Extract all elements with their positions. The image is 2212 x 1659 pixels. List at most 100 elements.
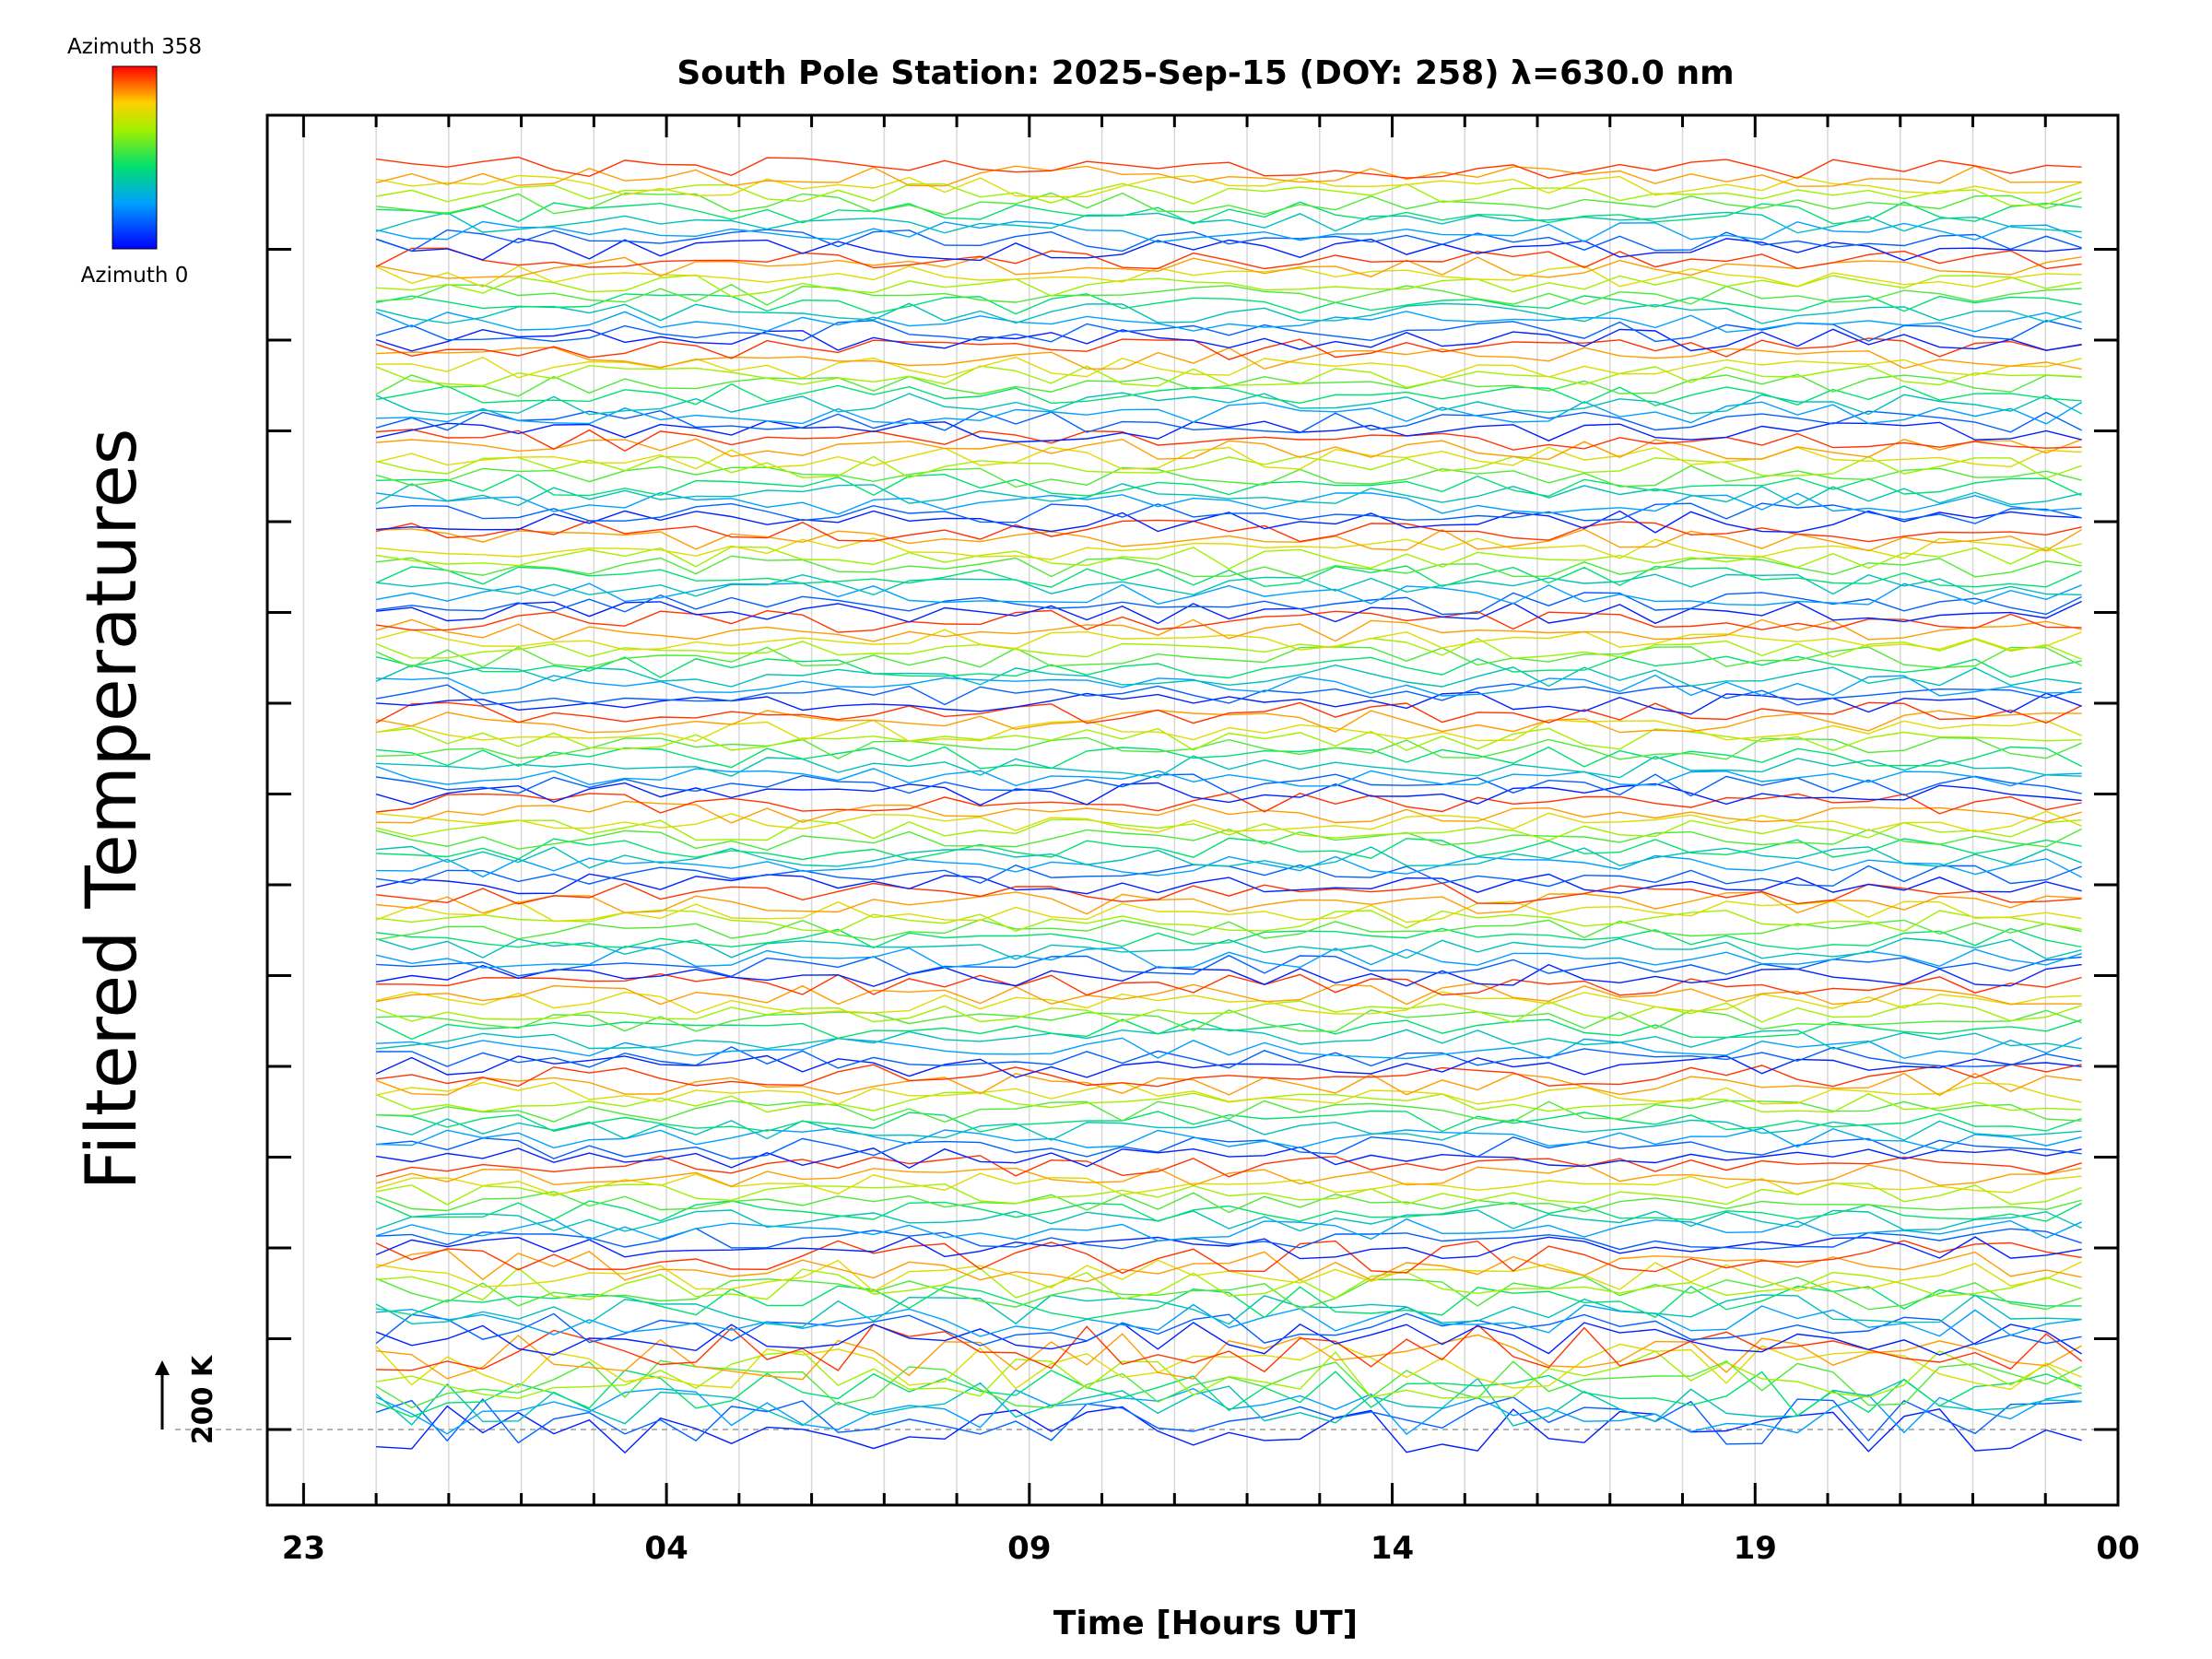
temperature-trace — [376, 356, 2082, 379]
temperature-trace — [375, 519, 2082, 543]
temperature-trace — [375, 419, 2082, 443]
temperature-trace — [375, 1312, 2082, 1347]
y-axis-label: Filtered Temperatures — [70, 429, 152, 1191]
temperature-trace — [376, 1266, 2082, 1301]
temperature-trace — [375, 1182, 2082, 1206]
temperature-trace — [375, 1018, 2082, 1041]
colorbar-gradient — [112, 65, 158, 250]
temperature-trace — [376, 1228, 2082, 1251]
x-tick-label: 19 — [1734, 1530, 1777, 1567]
temperature-trace — [376, 156, 2082, 180]
temperature-trace — [375, 565, 2082, 588]
temperature-trace — [375, 982, 2082, 1006]
temperature-trace — [375, 1218, 2082, 1242]
temperature-trace — [376, 429, 2082, 453]
x-tick-label: 04 — [644, 1530, 688, 1567]
temperature-trace — [376, 800, 2082, 824]
temperature-trace — [376, 954, 2082, 978]
temperature-trace — [375, 238, 2082, 262]
temperature-trace — [375, 328, 2082, 352]
scale-bar-label: 200 K — [187, 1354, 219, 1444]
temperature-trace — [375, 1396, 2082, 1445]
temperature-trace — [375, 455, 2082, 479]
temperature-trace — [375, 1146, 2082, 1169]
temperature-trace — [375, 664, 2082, 688]
temperature-trace — [376, 1100, 2082, 1124]
temperature-trace — [375, 1322, 2082, 1356]
temperature-trace — [376, 555, 2082, 578]
temperature-trace — [375, 991, 2082, 1015]
temperature-trace — [375, 828, 2082, 852]
temperature-trace — [376, 401, 2082, 425]
temperature-trace — [375, 465, 2082, 488]
temperature-trace — [375, 900, 2082, 924]
temperature-trace — [376, 909, 2082, 933]
colorbar-top-label: Azimuth 358 — [67, 35, 202, 59]
temperature-trace — [376, 845, 2082, 869]
temperature-trace — [375, 1276, 2082, 1311]
temperature-trace — [375, 1118, 2082, 1141]
x-tick-label: 14 — [1371, 1530, 1414, 1567]
scale-bar-arrowhead — [155, 1360, 170, 1375]
temperature-trace — [375, 1163, 2082, 1187]
temperature-trace — [376, 1046, 2082, 1069]
temperature-trace — [376, 491, 2082, 515]
temperature-trace — [375, 392, 2082, 416]
temperature-trace — [375, 782, 2082, 806]
temperature-trace — [375, 1054, 2082, 1078]
temperature-trace — [376, 864, 2082, 888]
x-tick-label: 00 — [2096, 1530, 2139, 1567]
temperature-trace — [375, 629, 2082, 651]
temperature-trace — [375, 919, 2082, 941]
temperature-trace — [375, 1200, 2082, 1222]
temperature-trace — [376, 1037, 2082, 1060]
temperature-trace — [375, 1370, 2082, 1418]
temperature-trace — [376, 1135, 2082, 1160]
temperature-trace — [376, 927, 2082, 950]
temperature-trace — [376, 691, 2082, 715]
temperature-trace — [376, 736, 2082, 760]
temperature-trace — [376, 473, 2082, 498]
colorbar: Azimuth 358 Azimuth 0 — [67, 35, 202, 288]
temperature-trace — [375, 1072, 2082, 1097]
temperature-trace — [375, 1249, 2082, 1283]
temperature-trace — [375, 1240, 2082, 1275]
temperature-trace — [375, 1209, 2082, 1232]
temperature-trace — [375, 873, 2082, 895]
temperature-trace — [376, 837, 2082, 861]
temperature-trace — [375, 1236, 2082, 1260]
temperature-trace — [376, 502, 2082, 524]
temperature-trace — [375, 637, 2082, 660]
temperature-trace — [375, 582, 2082, 606]
scale-bar: 200 K — [155, 1354, 219, 1444]
temperature-trace — [376, 510, 2082, 534]
temperature-trace — [376, 1333, 2082, 1381]
temperature-trace — [376, 192, 2082, 216]
temperature-trace — [375, 409, 2082, 434]
temperature-trace — [376, 438, 2082, 461]
temperature-trace — [375, 946, 2082, 969]
temperature-trace — [376, 854, 2082, 878]
temperature-trace — [376, 1009, 2082, 1032]
temperature-trace — [375, 302, 2082, 324]
chart-title: South Pole Station: 2025-Sep-15 (DOY: 25… — [677, 54, 1734, 92]
plot-frame — [265, 113, 2120, 1507]
temperature-trace — [375, 1285, 2082, 1320]
temperature-trace — [376, 201, 2082, 225]
temperature-trace — [375, 165, 2082, 187]
x-ticks: 23 04 09 14 19 00 — [282, 115, 2140, 1567]
temperature-trace — [375, 265, 2082, 288]
temperature-trace — [376, 882, 2082, 905]
temperature-trace — [376, 1110, 2082, 1133]
temperature-trace — [376, 573, 2082, 597]
temperature-trace — [376, 746, 2082, 770]
temperature-trace — [376, 1127, 2082, 1151]
temperature-trace — [376, 891, 2082, 915]
temperature-trace — [375, 618, 2082, 642]
temperature-trace — [375, 383, 2082, 406]
temperature-trace — [375, 247, 2082, 270]
temperature-trace — [376, 1064, 2082, 1088]
temperature-trace — [375, 311, 2082, 334]
temperature-trace — [375, 1081, 2082, 1105]
